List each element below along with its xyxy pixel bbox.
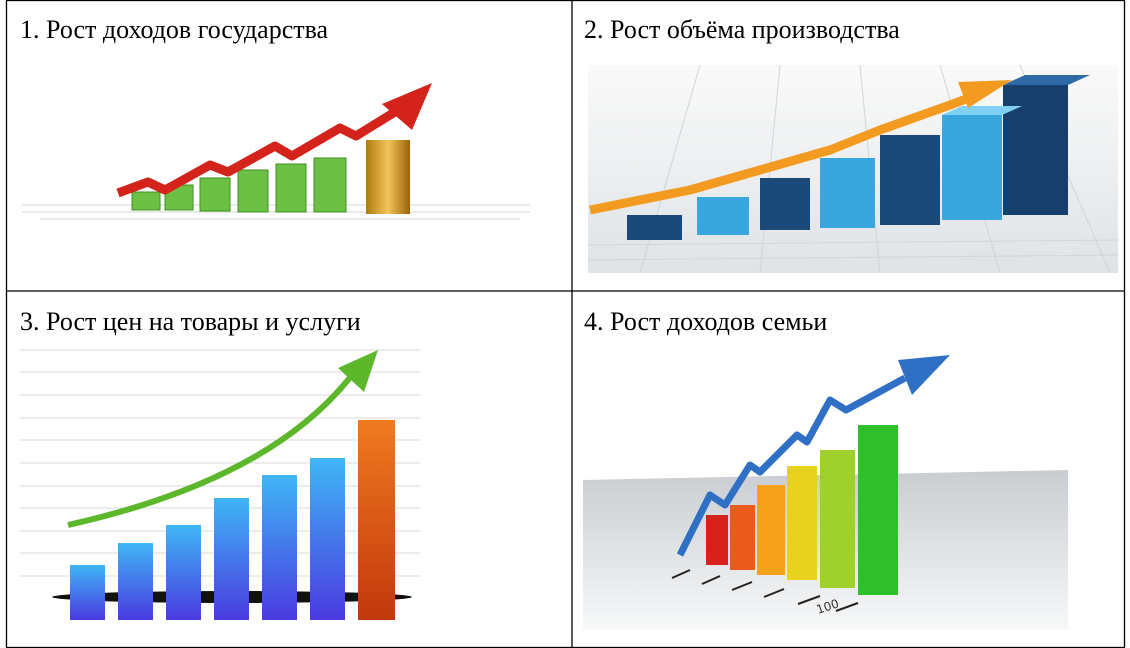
cell-caption: 1. Рост доходов государства <box>20 15 329 44</box>
cell-caption: 4. Рост доходов семьи <box>584 307 827 336</box>
red-arrow <box>116 106 401 198</box>
gold-bar <box>366 140 410 214</box>
red-arrow-head <box>382 83 432 130</box>
orange-bar <box>358 420 395 620</box>
cell-caption: 2. Рост объёма производства <box>584 15 900 44</box>
blue-arrow <box>676 374 907 557</box>
green-arrow <box>67 373 355 528</box>
illustration-4: 100 <box>583 355 1068 630</box>
orange-arrow <box>589 87 987 215</box>
floor-ticks <box>671 569 859 612</box>
illustration-2 <box>587 64 1119 274</box>
blue-arrow-head <box>898 355 950 395</box>
illustration-3 <box>20 349 420 620</box>
bars <box>627 75 1090 240</box>
orange-arrow-head <box>958 80 1012 108</box>
green-bars <box>131 157 347 213</box>
bars <box>706 425 898 595</box>
cell-caption: 3. Рост цен на товары и услуги <box>20 307 361 336</box>
bars <box>70 458 345 620</box>
illustration-1 <box>22 83 530 220</box>
green-arrow-head <box>338 350 378 392</box>
floor-label: 100 <box>815 596 841 616</box>
